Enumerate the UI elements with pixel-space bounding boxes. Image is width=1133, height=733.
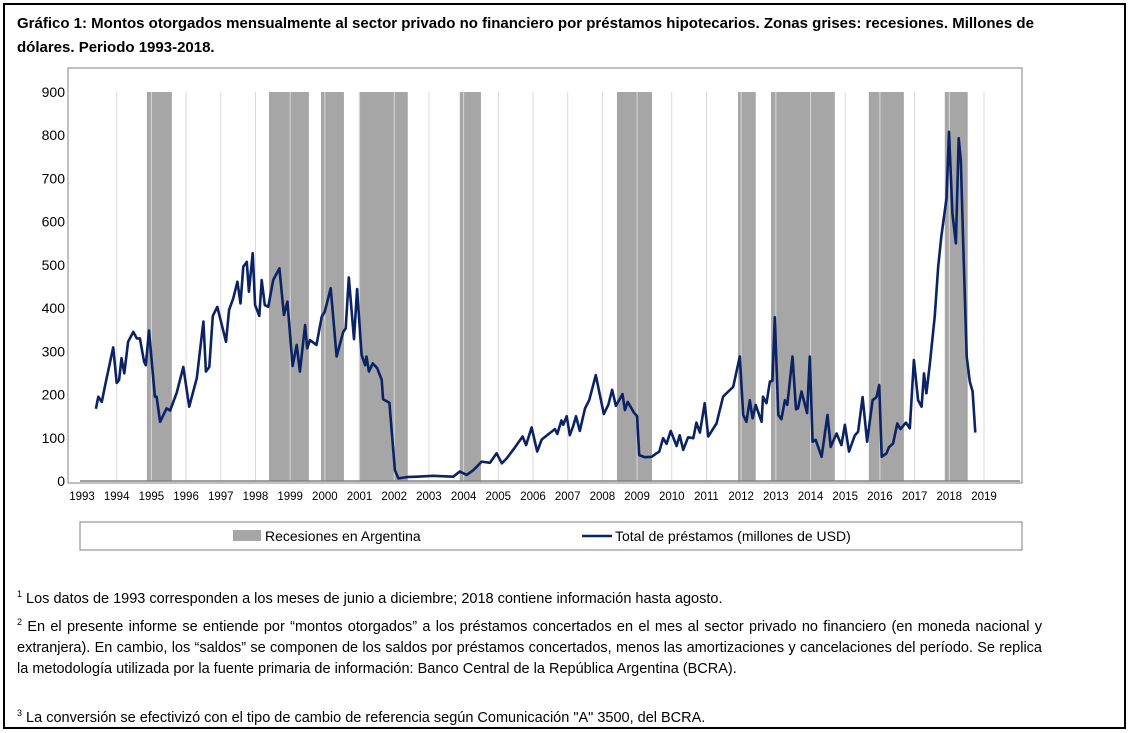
- x-tick-label: 1999: [277, 491, 303, 503]
- x-tick-label: 2006: [520, 491, 546, 503]
- x-tick-label: 2013: [763, 491, 789, 503]
- y-tick-label: 700: [42, 170, 66, 186]
- recession-band: [616, 92, 652, 481]
- figure-frame: [3, 3, 1126, 729]
- legend-swatch-recession: [233, 530, 261, 541]
- x-tick-label: 2009: [624, 491, 650, 503]
- x-tick-label: 2010: [659, 491, 685, 503]
- x-tick-label: 1997: [208, 491, 234, 503]
- x-tick-label: 1998: [243, 491, 269, 503]
- x-tick-label: 1996: [173, 491, 199, 503]
- footnote-text: La conversión se efectivizó con el tipo …: [22, 709, 706, 726]
- footnote-text: En el presente informe se entiende por “…: [17, 618, 1042, 677]
- legend-box: [79, 521, 1023, 551]
- footnote-number: 2: [17, 617, 23, 627]
- footnote-3: 3 La conversión se efectivizó con el tip…: [17, 703, 1042, 729]
- footnote-2: 2 En el presente informe se entiende por…: [17, 612, 1042, 680]
- x-tick-label: 2007: [555, 491, 581, 503]
- series-line-total-prestamos: [94, 130, 977, 480]
- y-tick-label: 200: [42, 387, 66, 403]
- y-tick-label: 900: [42, 84, 66, 100]
- y-tick-label: 400: [42, 300, 66, 316]
- x-tick-label: 2001: [347, 491, 373, 503]
- x-tick-label: 2004: [451, 491, 477, 503]
- y-tick-label: 500: [42, 257, 66, 273]
- x-tick-label: 1995: [139, 491, 165, 503]
- x-tick-label: 2014: [798, 491, 824, 503]
- recession-band: [868, 92, 904, 481]
- x-tick-label: 2019: [971, 491, 997, 503]
- chart-title: Gráfico 1: Montos otorgados mensualmente…: [17, 15, 1034, 56]
- recession-band: [268, 92, 309, 481]
- y-tick-label: 0: [57, 473, 65, 489]
- x-tick-label: 1993: [69, 491, 95, 503]
- recession-band: [358, 92, 408, 481]
- footnote-number: 1: [17, 589, 23, 599]
- y-tick-label: 100: [42, 430, 66, 446]
- footnote-number: 3: [17, 708, 23, 718]
- x-tick-label: 2012: [728, 491, 754, 503]
- y-tick-label: 300: [42, 343, 66, 359]
- x-tick-label: 2016: [867, 491, 893, 503]
- footnote-text: Los datos de 1993 corresponden a los mes…: [22, 590, 723, 607]
- y-tick-label: 800: [42, 127, 66, 143]
- x-tick-label: 2011: [694, 491, 719, 503]
- legend-label-line: Total de préstamos (millones de USD): [615, 528, 851, 544]
- x-tick-label: 2017: [902, 491, 928, 503]
- x-tick-label: 2003: [416, 491, 442, 503]
- y-tick-label: 600: [42, 214, 66, 230]
- x-tick-label: 2008: [590, 491, 616, 503]
- x-tick-label: 2005: [486, 491, 512, 503]
- footnote-1: 1 Los datos de 1993 corresponden a los m…: [17, 584, 1042, 610]
- x-tick-label: 2002: [381, 491, 407, 503]
- x-tick-label: 2018: [937, 491, 963, 503]
- x-tick-label: 1994: [104, 491, 130, 503]
- chart-area-border: [67, 67, 1023, 484]
- x-tick-label: 2000: [312, 491, 338, 503]
- legend-label-recession: Recesiones en Argentina: [265, 528, 421, 544]
- x-tick-label: 2015: [832, 491, 858, 503]
- recession-band: [459, 92, 481, 481]
- recession-band: [321, 92, 344, 481]
